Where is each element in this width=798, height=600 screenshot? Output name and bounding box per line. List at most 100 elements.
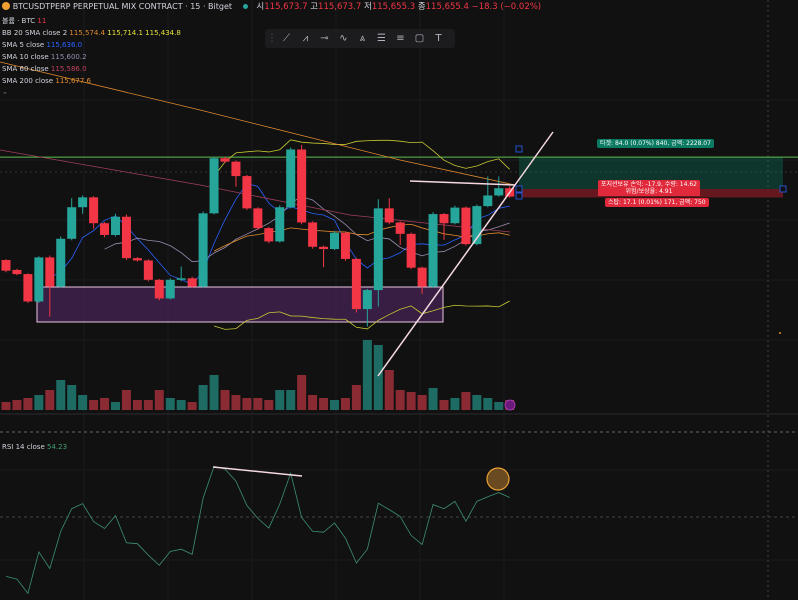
bb-basis-line [213,223,510,252]
sma200-legend[interactable]: SMA 200 close 115,677.6 [2,76,91,86]
volume-bar [34,395,44,410]
horizontal-ray-icon[interactable]: ⊸ [320,33,329,44]
sma10-value: 115,600.2 [50,53,87,61]
pattern-icon[interactable]: ⩘ [302,33,309,44]
close-label: 종 [417,2,426,12]
high-label: 고 [310,2,319,12]
bb-basis: 115,574.4 [69,29,106,37]
candle-down [100,223,110,235]
volume-bar [494,402,504,410]
drawing-toolbar: ⋮ ⟋ ⩘ ⊸ ∿ ⩓ ☰ ≡ ▢ T [265,29,455,48]
bb-upper: 115,714.1 [107,29,143,37]
low-label: 저 [364,2,372,12]
long-short-icon[interactable]: ⩓ [359,33,366,44]
candle-up [198,213,208,287]
volume-bar [67,385,77,410]
stop-label[interactable]: 스탑: 17.1 (0.01%) 171, 금액: 750 [605,198,709,207]
candle-down [264,228,274,242]
path-icon[interactable]: ∿ [339,33,348,44]
sma60-value: 115,586.0 [50,65,87,73]
candle-up [34,257,44,302]
volume-bar [340,398,350,410]
volume-bar [100,398,110,410]
event-marker-icon [504,399,516,411]
candle-down [406,233,416,268]
candle-down [395,222,405,234]
collapse-legend-icon[interactable]: ⌃ [2,91,8,99]
volume-bar [297,375,307,410]
candle-down [45,257,55,287]
volume-label: 볼륨 · BTC [2,17,36,25]
support-zone-rect [36,286,444,323]
volume-bar [132,400,142,410]
volume-bar [417,395,427,410]
candle-up [373,208,383,291]
candle-up [165,279,175,299]
volume-bar [89,400,99,410]
symbol-title[interactable]: BTCUSDTPERP PERPETUAL MIX CONTRACT · 15 … [12,2,233,11]
candle-up [450,207,460,224]
sma200-value: 115,677.6 [55,77,91,85]
volume-bar [439,400,449,410]
fib-icon[interactable]: ☰ [377,33,386,44]
change-value: −18.3 (−0.02%) [471,2,542,12]
candle-up [472,206,482,245]
price-dot [779,332,781,334]
high-value: 115,673.7 [318,2,362,12]
volume-bar [308,395,318,410]
sma10-legend[interactable]: SMA 10 close 115,600.2 [2,52,87,62]
candle-down [439,214,449,224]
candle-down [1,260,11,271]
volume-bar [275,390,285,410]
volume-bar [231,395,241,410]
volume-legend[interactable]: 볼륨 · BTC 11 [2,16,46,26]
volume-bar [362,340,372,410]
candle-down [297,149,307,223]
sma200-label: SMA 200 close [2,77,54,85]
resistance-line [409,180,516,186]
candle-down [132,258,142,261]
trend-line-icon[interactable]: ⟋ [283,33,290,44]
volume-bar [286,390,296,410]
candle-down [154,279,164,299]
candle-down [187,278,197,287]
target-label[interactable]: 타겟: 84.0 (0.07%) 840, 금액: 2228.07 [597,139,714,148]
pnl-text: 포지션보유 손익: -17.9, 수량: 14.62 [601,181,697,188]
rsi-legend[interactable]: RSI 14 close 54.23 [2,442,67,452]
volume-bar [209,375,219,410]
volume-bar [242,398,252,410]
candle-up [494,188,504,196]
volume-bar [330,400,339,410]
sma5-value: 115,636.0 [46,41,83,49]
volume-bar [395,390,405,410]
volume-bar [154,390,164,410]
position-handle [515,145,523,153]
volume-bar [23,398,33,410]
candle-down [340,232,350,259]
candle-down [351,258,361,310]
volume-value: 11 [37,17,47,25]
bb-upper-line [213,139,510,177]
drag-handle-icon[interactable]: ⋮ [267,33,277,44]
candle-up [78,197,88,208]
rectangle-icon[interactable]: ▢ [414,33,425,44]
volume-bar [45,390,55,410]
candle-up [67,207,77,239]
candle-up [330,232,339,250]
volume-bar [176,400,186,410]
sma60-legend[interactable]: SMA 60 close 115,586.0 [2,64,87,74]
candle-up [111,216,120,235]
settings-lines-icon[interactable]: ≡ [396,33,405,44]
candle-down [319,246,329,250]
volume-bar [472,395,482,410]
bb-legend[interactable]: BB 20 SMA close 2 115,574.4 115,714.1 11… [2,28,181,38]
pnl-label[interactable]: 포지션보유 손익: -17.9, 수량: 14.62 위험/보상율: 4.91 [598,180,700,196]
sma5-legend[interactable]: SMA 5 close 115,636.0 [2,40,82,50]
volume-bar [264,400,274,410]
text-icon[interactable]: T [435,33,442,44]
volume-bar [12,400,22,410]
candle-up [362,290,372,310]
market-status-icon [242,4,248,9]
candle-up [209,158,219,214]
